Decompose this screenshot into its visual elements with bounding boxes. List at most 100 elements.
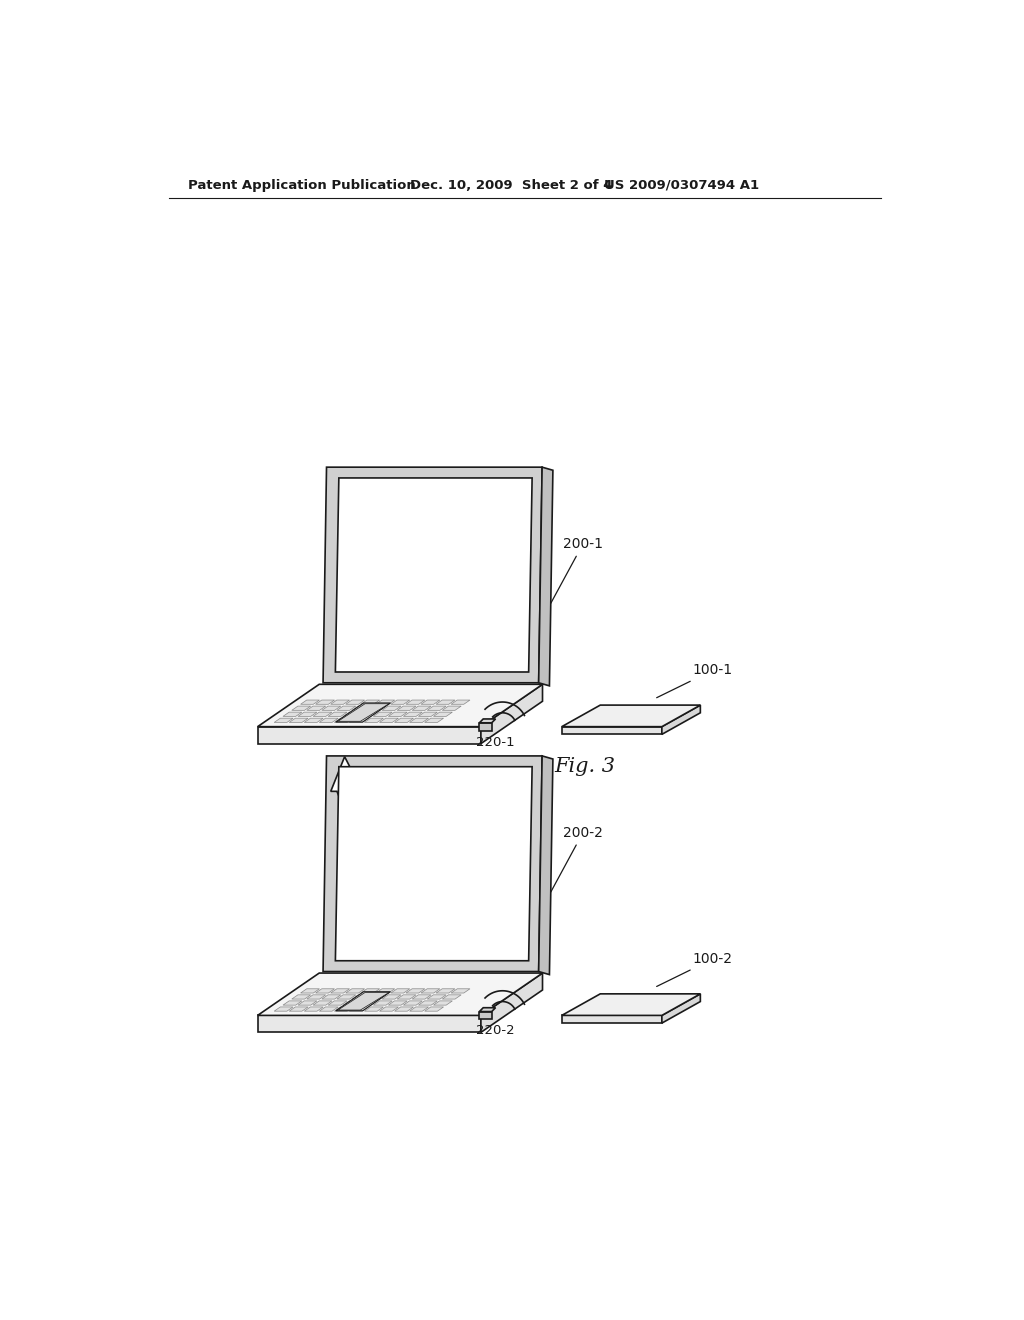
Polygon shape <box>376 989 394 993</box>
Polygon shape <box>427 995 446 999</box>
Polygon shape <box>662 994 700 1023</box>
Polygon shape <box>319 1007 338 1011</box>
Polygon shape <box>331 989 349 993</box>
Polygon shape <box>304 1007 324 1011</box>
Text: Dec. 10, 2009  Sheet 2 of 4: Dec. 10, 2009 Sheet 2 of 4 <box>410 178 612 191</box>
Polygon shape <box>539 756 553 974</box>
Polygon shape <box>258 1015 481 1032</box>
Polygon shape <box>258 684 543 726</box>
Polygon shape <box>336 991 390 1011</box>
Polygon shape <box>451 700 470 705</box>
Polygon shape <box>360 700 380 705</box>
Polygon shape <box>336 704 390 722</box>
Polygon shape <box>307 995 326 999</box>
Polygon shape <box>352 706 371 710</box>
Polygon shape <box>274 1007 293 1011</box>
Polygon shape <box>403 713 422 717</box>
Polygon shape <box>479 1011 492 1019</box>
Polygon shape <box>343 713 362 717</box>
Polygon shape <box>358 713 377 717</box>
Polygon shape <box>433 1001 453 1005</box>
Polygon shape <box>301 989 319 993</box>
Polygon shape <box>313 713 332 717</box>
Polygon shape <box>388 713 408 717</box>
Polygon shape <box>322 995 341 999</box>
Polygon shape <box>397 706 416 710</box>
Polygon shape <box>479 723 492 730</box>
Polygon shape <box>292 706 310 710</box>
Polygon shape <box>451 989 470 993</box>
Polygon shape <box>307 706 326 710</box>
Polygon shape <box>421 989 440 993</box>
Polygon shape <box>352 995 371 999</box>
Polygon shape <box>319 718 338 722</box>
Polygon shape <box>336 767 532 961</box>
Polygon shape <box>304 718 324 722</box>
Polygon shape <box>410 1007 428 1011</box>
Polygon shape <box>380 1007 398 1011</box>
Polygon shape <box>346 700 365 705</box>
Polygon shape <box>403 1001 422 1005</box>
Polygon shape <box>419 1001 437 1005</box>
Text: Fig. 3: Fig. 3 <box>554 758 615 776</box>
Polygon shape <box>562 1015 662 1023</box>
Polygon shape <box>394 1007 414 1011</box>
Text: 220-1: 220-1 <box>475 735 514 748</box>
Polygon shape <box>388 1001 408 1005</box>
Polygon shape <box>397 995 416 999</box>
Polygon shape <box>292 995 310 999</box>
Polygon shape <box>349 1007 369 1011</box>
Polygon shape <box>315 989 335 993</box>
Polygon shape <box>365 718 383 722</box>
Text: Patent Application Publication: Patent Application Publication <box>188 178 416 191</box>
Polygon shape <box>298 713 316 717</box>
Polygon shape <box>335 1007 353 1011</box>
Polygon shape <box>442 706 461 710</box>
Polygon shape <box>349 718 369 722</box>
Polygon shape <box>283 1001 302 1005</box>
Polygon shape <box>374 1001 392 1005</box>
Polygon shape <box>380 718 398 722</box>
Polygon shape <box>391 989 410 993</box>
Polygon shape <box>365 1007 383 1011</box>
Polygon shape <box>337 706 355 710</box>
Polygon shape <box>258 726 481 743</box>
Polygon shape <box>367 706 386 710</box>
Polygon shape <box>298 1001 316 1005</box>
Polygon shape <box>425 718 443 722</box>
Polygon shape <box>481 684 543 743</box>
Polygon shape <box>323 467 542 682</box>
Text: US 2009/0307494 A1: US 2009/0307494 A1 <box>604 178 759 191</box>
Polygon shape <box>406 989 425 993</box>
Polygon shape <box>343 1001 362 1005</box>
Polygon shape <box>315 700 335 705</box>
Polygon shape <box>442 995 461 999</box>
Polygon shape <box>479 1007 496 1011</box>
Polygon shape <box>367 995 386 999</box>
Polygon shape <box>425 1007 443 1011</box>
Polygon shape <box>374 713 392 717</box>
Text: 100-1: 100-1 <box>656 664 733 698</box>
Polygon shape <box>336 478 532 672</box>
Polygon shape <box>562 726 662 734</box>
Polygon shape <box>406 700 425 705</box>
Polygon shape <box>289 718 308 722</box>
Polygon shape <box>413 995 431 999</box>
Polygon shape <box>338 704 389 721</box>
Polygon shape <box>436 989 455 993</box>
Polygon shape <box>391 700 410 705</box>
Polygon shape <box>322 706 341 710</box>
Polygon shape <box>328 1001 347 1005</box>
Polygon shape <box>274 718 293 722</box>
Text: 200-1: 200-1 <box>551 537 603 603</box>
Polygon shape <box>331 700 349 705</box>
Text: 200-2: 200-2 <box>551 826 603 892</box>
Polygon shape <box>410 718 428 722</box>
Polygon shape <box>481 973 543 1032</box>
Polygon shape <box>382 706 401 710</box>
Polygon shape <box>419 713 437 717</box>
Polygon shape <box>328 713 347 717</box>
Polygon shape <box>382 995 401 999</box>
Polygon shape <box>283 713 302 717</box>
Polygon shape <box>337 995 355 999</box>
